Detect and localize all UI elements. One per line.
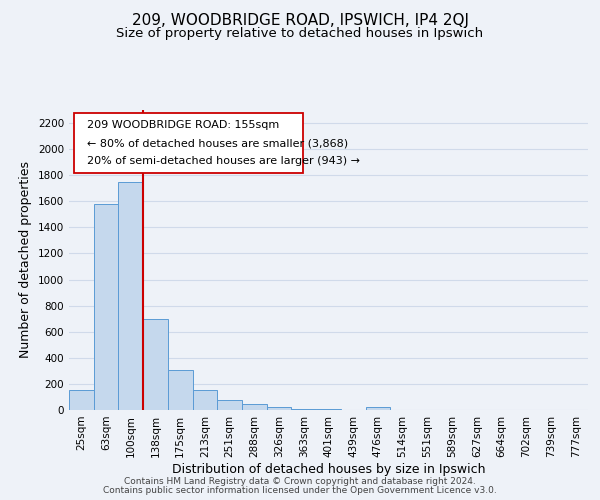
Bar	[292, 408, 316, 410]
Bar	[168, 370, 193, 410]
Text: Contains HM Land Registry data © Crown copyright and database right 2024.: Contains HM Land Registry data © Crown c…	[124, 477, 476, 486]
Bar	[143, 318, 168, 410]
Bar	[316, 408, 341, 410]
Text: Contains public sector information licensed under the Open Government Licence v3: Contains public sector information licen…	[103, 486, 497, 495]
Bar	[94, 204, 118, 410]
Text: Size of property relative to detached houses in Ipswich: Size of property relative to detached ho…	[116, 28, 484, 40]
X-axis label: Distribution of detached houses by size in Ipswich: Distribution of detached houses by size …	[172, 462, 485, 475]
Bar	[193, 390, 217, 410]
FancyBboxPatch shape	[74, 113, 302, 173]
Bar	[365, 408, 390, 410]
Bar	[118, 182, 143, 410]
Y-axis label: Number of detached properties: Number of detached properties	[19, 162, 32, 358]
Text: 20% of semi-detached houses are larger (943) →: 20% of semi-detached houses are larger (…	[87, 156, 360, 166]
Bar	[267, 408, 292, 410]
Text: 209, WOODBRIDGE ROAD, IPSWICH, IP4 2QJ: 209, WOODBRIDGE ROAD, IPSWICH, IP4 2QJ	[131, 12, 469, 28]
Bar	[242, 404, 267, 410]
Text: ← 80% of detached houses are smaller (3,868): ← 80% of detached houses are smaller (3,…	[87, 138, 348, 148]
Bar	[69, 390, 94, 410]
Text: 209 WOODBRIDGE ROAD: 155sqm: 209 WOODBRIDGE ROAD: 155sqm	[87, 120, 280, 130]
Bar	[217, 400, 242, 410]
